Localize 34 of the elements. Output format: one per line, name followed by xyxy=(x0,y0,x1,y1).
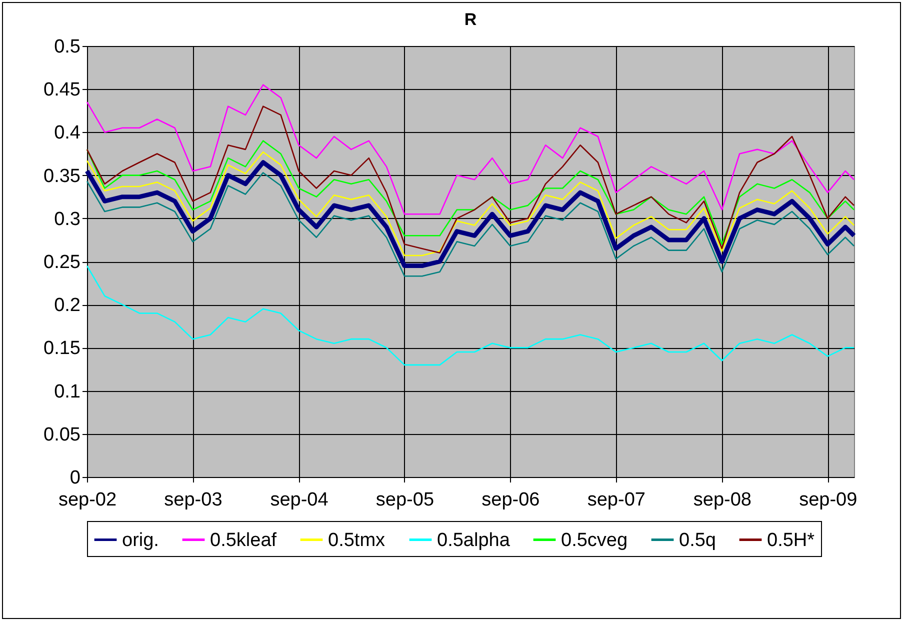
x-tick-label: sep-02 xyxy=(58,490,117,510)
y-tick-label: 0.05 xyxy=(44,424,80,446)
legend-label: 0.5cveg xyxy=(561,530,628,551)
y-tick-label: 0.35 xyxy=(44,166,80,187)
x-tick-label: sep-09 xyxy=(799,490,858,510)
x-tick-label: sep-05 xyxy=(376,490,434,510)
legend-label: 0.5alpha xyxy=(437,530,510,551)
legend-label: 0.5tmx xyxy=(328,530,386,551)
line-series xyxy=(86,172,855,277)
y-tick-label: 0 xyxy=(70,468,80,488)
y-tick-label: 0.1 xyxy=(54,381,80,402)
chart-title: R xyxy=(464,10,477,29)
x-tick-label: sep-06 xyxy=(482,490,540,510)
x-tick-label: sep-03 xyxy=(164,490,222,510)
legend-label: 0.5kleaf xyxy=(210,530,278,551)
y-tick-label: 0.45 xyxy=(44,80,80,101)
legend-label: 0.5H* xyxy=(767,530,816,551)
y-tick-label: 0.2 xyxy=(54,295,80,316)
line-series xyxy=(84,160,856,268)
y-tick-label: 0.4 xyxy=(54,122,81,144)
legend-label: orig. xyxy=(122,530,159,551)
line-series xyxy=(86,151,855,256)
line-series xyxy=(86,140,855,245)
line-series xyxy=(86,265,855,366)
y-tick-label: 0.15 xyxy=(44,338,80,360)
x-tick-label: sep-04 xyxy=(270,490,329,510)
y-tick-label: 0.5 xyxy=(54,36,80,58)
x-tick-label: sep-08 xyxy=(693,490,752,510)
y-tick-label: 0.3 xyxy=(54,208,80,230)
legend-label: 0.5q xyxy=(679,530,716,551)
line-series xyxy=(86,106,855,254)
line-series xyxy=(86,84,855,215)
y-tick-label: 0.25 xyxy=(44,252,80,273)
x-tick-label: sep-07 xyxy=(587,490,646,510)
